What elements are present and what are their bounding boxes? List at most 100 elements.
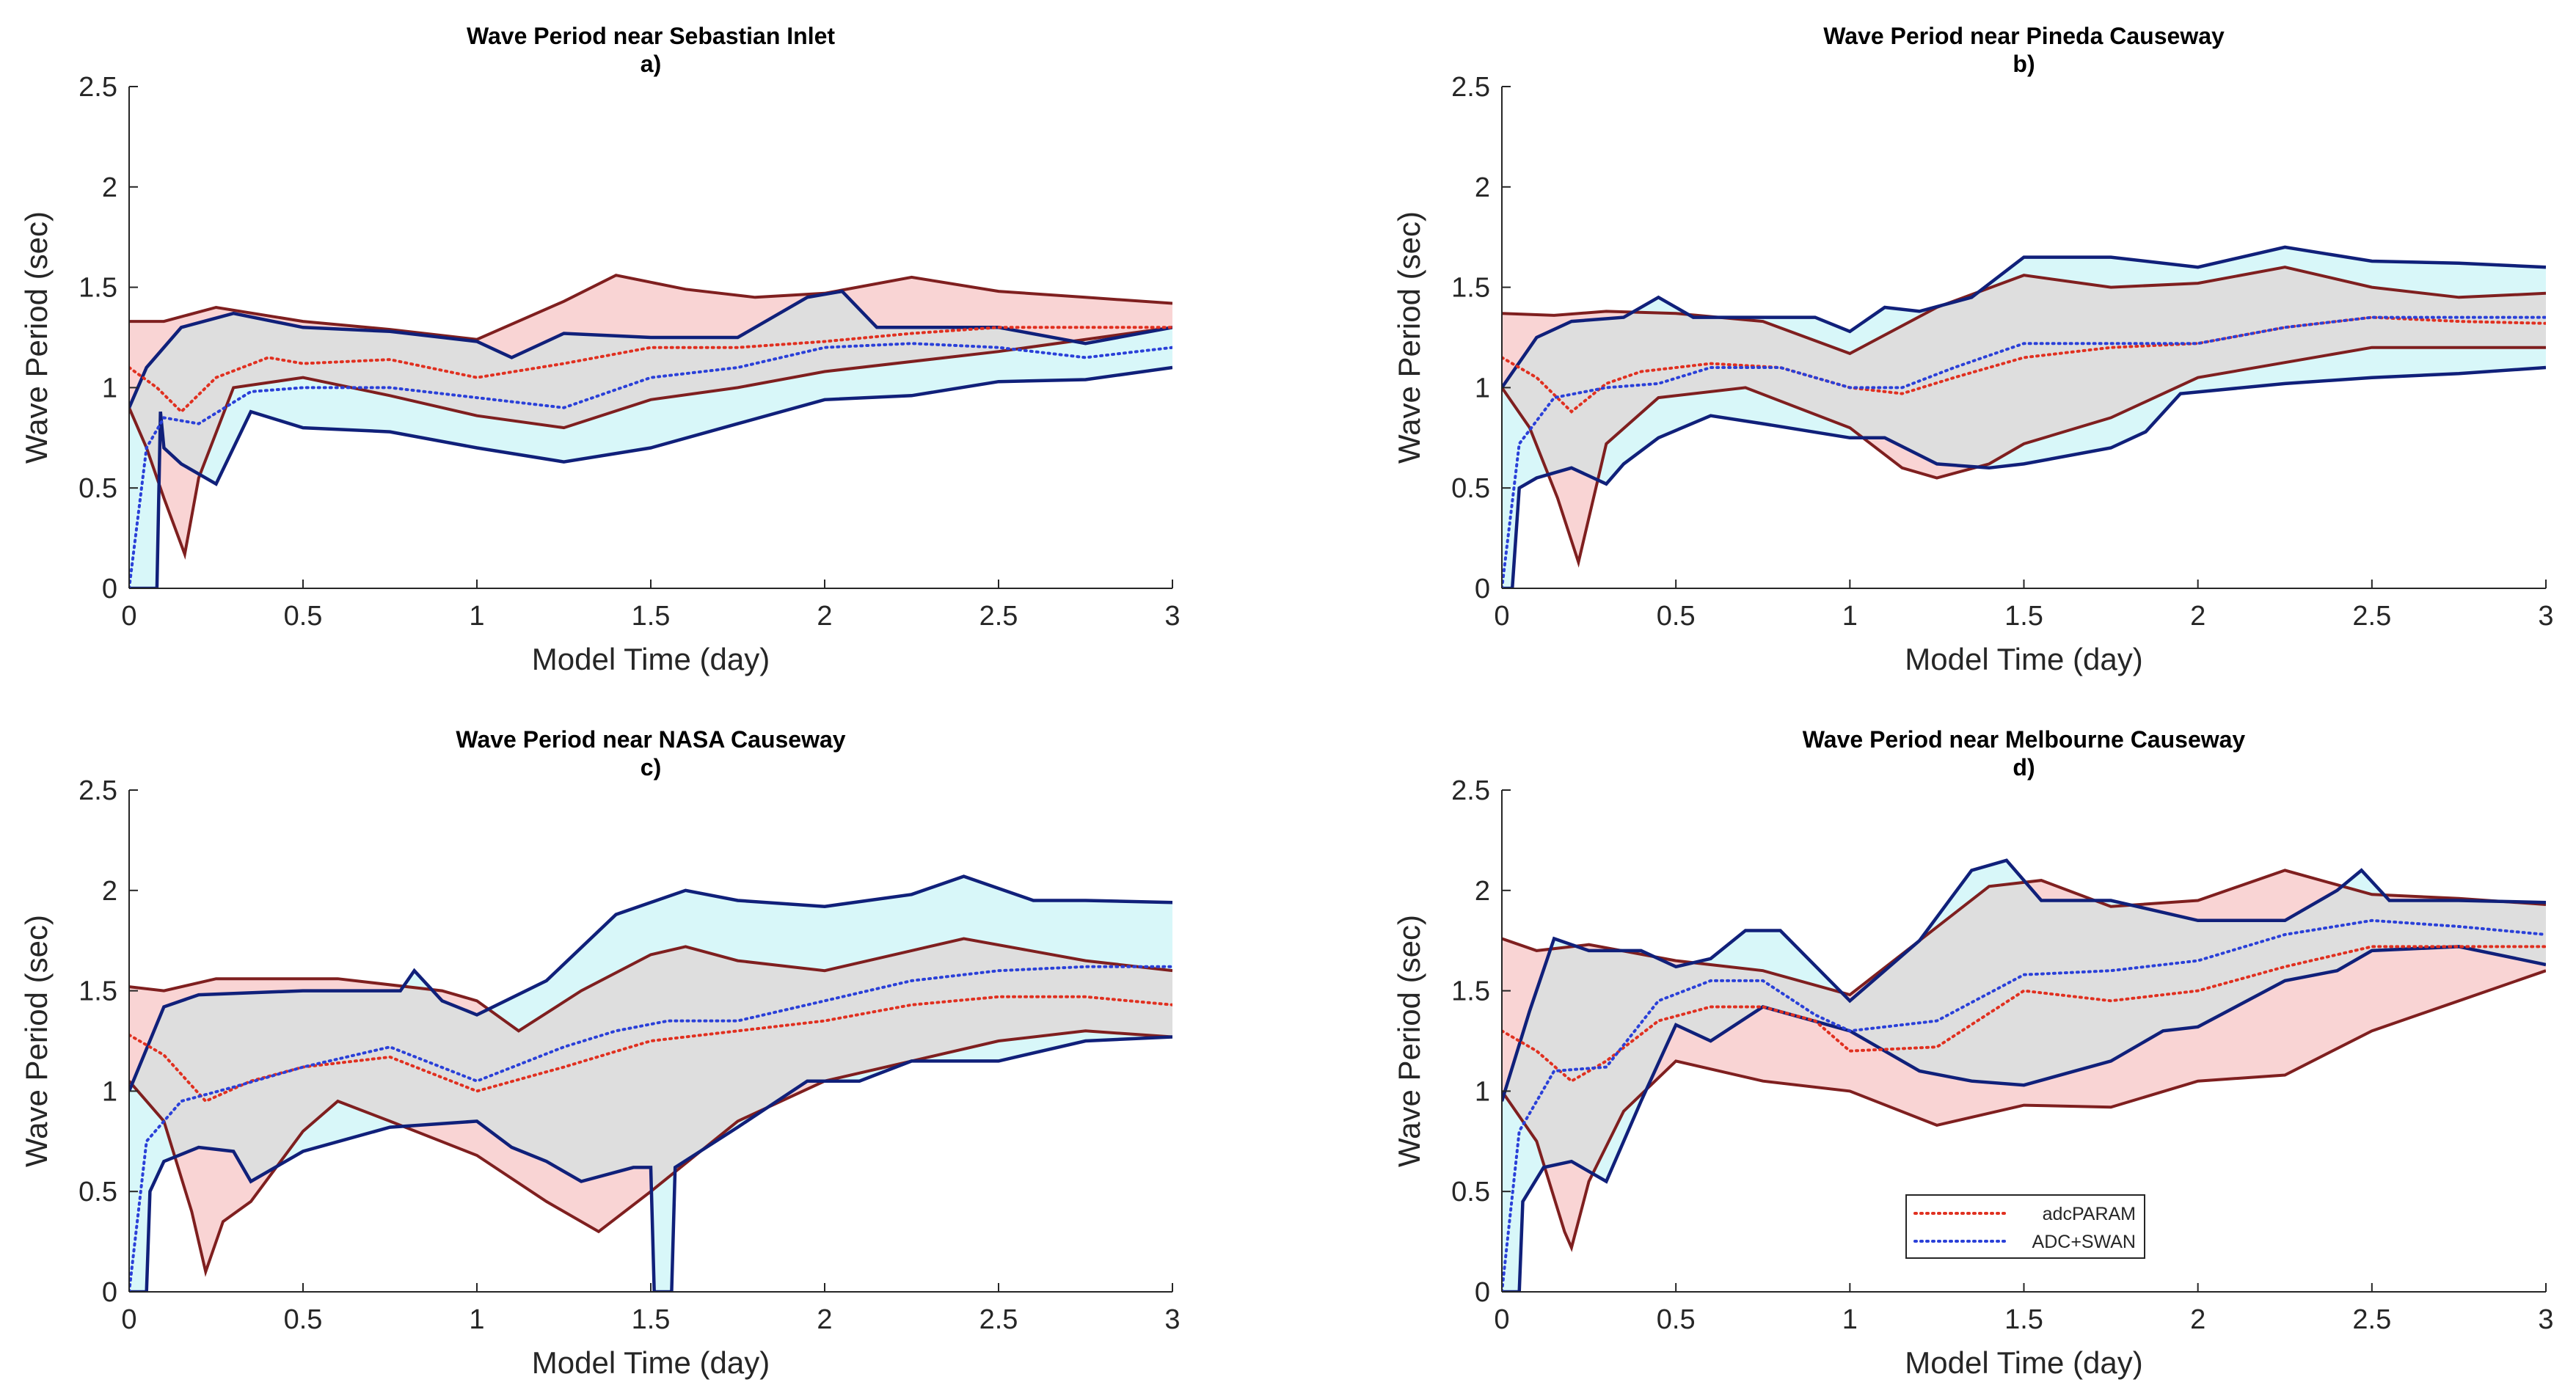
adcswan-mean-line: [129, 965, 1172, 1292]
legend-entry: adcPARAM: [2043, 1204, 2136, 1224]
x-tick-label: 3: [1164, 1304, 1180, 1335]
overlap-band: [1502, 267, 2546, 480]
x-tick-label: 0: [121, 1304, 136, 1335]
y-tick-label: 0.5: [79, 473, 117, 504]
y-tick-label: 2.5: [1451, 72, 1490, 103]
adcswan-lower-line: [129, 1035, 1172, 1292]
adcparam-upper-line: [129, 274, 1172, 341]
y-axis-label: Wave Period (sec): [1392, 211, 1426, 464]
chart-panel-a: 0 0.5 1 1.5 2 2.5 3 0 0.5 1 1.5 2 2.5 Wave Period nea…: [19, 23, 1181, 676]
adcparam-lower-line: [1502, 969, 2546, 1252]
chart-panel-b: 0 0.5 1 1.5 2 2.5 3 0 0.5 1 1.5 2 2.5 Wave Period nea…: [1392, 23, 2554, 676]
x-axis-label: Model Time (day): [1905, 642, 2142, 676]
x-tick-label: 2: [817, 1304, 832, 1335]
legend-entry: ADC+SWAN: [2032, 1232, 2136, 1252]
y-tick-label: 0.5: [79, 1177, 117, 1207]
panel-label: c): [641, 754, 661, 781]
x-tick-label: 0: [121, 601, 136, 632]
y-axis-label: Wave Period (sec): [19, 211, 54, 464]
adcswan-lower-line: [1502, 945, 2546, 1292]
adcparam-mean-line: [129, 995, 1172, 1103]
x-tick-label: 0.5: [1657, 1304, 1696, 1335]
y-tick-label: 1.5: [1451, 273, 1490, 304]
x-axis-label: Model Time (day): [1905, 1345, 2142, 1380]
y-tick-label: 2.5: [1451, 775, 1490, 806]
x-tick-label: 2: [2190, 601, 2205, 632]
y-tick-label: 1.5: [1451, 976, 1490, 1007]
x-tick-label: 1.5: [632, 1304, 671, 1335]
panel-label: d): [2013, 754, 2035, 781]
overlap-band: [1502, 882, 2546, 1173]
chart-title: Wave Period near Melbourne Causeway: [1803, 726, 2246, 753]
chart-title: Wave Period near Pineda Causeway: [1823, 23, 2225, 49]
x-tick-label: 0: [1494, 1304, 1509, 1335]
y-tick-label: 0.5: [1451, 1177, 1490, 1207]
adcparam-mean-line: [1502, 315, 2546, 414]
x-tick-label: 1: [1842, 1304, 1858, 1335]
x-tick-label: 2.5: [979, 1304, 1018, 1335]
plot-area: [129, 274, 1172, 588]
adcparam-mean-line: [129, 326, 1172, 414]
plot-area: [129, 874, 1172, 1292]
y-tick-label: 2.5: [79, 775, 117, 806]
x-tick-label: 0.5: [1657, 601, 1696, 632]
x-tick-label: 3: [1164, 601, 1180, 632]
x-tick-label: 2: [2190, 1304, 2205, 1335]
legend: adcPARAM ADC+SWAN: [1905, 1194, 2145, 1259]
y-tick-label: 2: [1475, 876, 1490, 907]
x-tick-label: 1.5: [2004, 1304, 2043, 1335]
y-tick-label: 1: [102, 373, 117, 403]
adcparam-lower-line: [129, 326, 1172, 560]
adcparam-lower-line: [1502, 346, 2546, 568]
adcswan-lower-line: [1502, 365, 2546, 588]
y-tick-label: 1: [1475, 373, 1490, 403]
adcswan-mean-line: [129, 342, 1172, 588]
y-tick-label: 1.5: [79, 273, 117, 304]
chart-panel-c: 0 0.5 1 1.5 2 2.5 3 0 0.5 1 1.5 2 2.5 Wave Period nea…: [19, 726, 1181, 1380]
plot-area: [1502, 858, 2546, 1292]
adcswan-upper-line: [1502, 245, 2546, 389]
panel-label: a): [641, 51, 661, 77]
legend-box: [1905, 1194, 2145, 1259]
x-tick-label: 2: [817, 601, 832, 632]
chart-title: Wave Period near NASA Causeway: [456, 726, 845, 753]
overlap-band: [129, 291, 1172, 478]
x-tick-label: 3: [2538, 601, 2553, 632]
adcswan-upper-line: [1502, 858, 2546, 1102]
x-tick-label: 1: [469, 1304, 484, 1335]
y-tick-label: 2.5: [79, 72, 117, 103]
y-tick-label: 2: [1475, 172, 1490, 203]
x-tick-label: 0.5: [284, 1304, 323, 1335]
y-tick-label: 2: [102, 172, 117, 203]
chart-title: Wave Period near Sebastian Inlet: [467, 23, 835, 49]
y-axis-label: Wave Period (sec): [1392, 915, 1426, 1167]
adcswan-mean-line: [1502, 315, 2546, 588]
x-tick-label: 0: [1494, 601, 1509, 632]
y-tick-label: 0: [102, 574, 117, 604]
y-tick-label: 0: [1475, 1277, 1490, 1308]
x-axis-label: Model Time (day): [532, 642, 770, 676]
adcswan-lower-line: [129, 365, 1172, 588]
y-tick-label: 1: [102, 1076, 117, 1107]
x-tick-label: 1: [1842, 601, 1858, 632]
overlap-band: [129, 938, 1172, 1189]
x-tick-label: 2.5: [979, 601, 1018, 632]
x-tick-label: 1.5: [2004, 601, 2043, 632]
adcparam-upper-line: [129, 937, 1172, 1033]
x-tick-label: 1.5: [632, 601, 671, 632]
y-tick-label: 1: [1475, 1076, 1490, 1107]
adcswan-upper-line: [129, 874, 1172, 1092]
x-tick-label: 2.5: [2352, 601, 2391, 632]
y-tick-label: 0: [102, 1277, 117, 1308]
x-tick-label: 0.5: [284, 601, 323, 632]
adcswan-upper-line: [129, 289, 1172, 409]
x-axis-label: Model Time (day): [532, 1345, 770, 1380]
adcswan-mean-line: [1502, 918, 2546, 1292]
y-tick-label: 0: [1475, 574, 1490, 604]
y-tick-label: 0.5: [1451, 473, 1490, 504]
x-tick-label: 1: [469, 601, 484, 632]
y-tick-label: 2: [102, 876, 117, 907]
x-tick-label: 2.5: [2352, 1304, 2391, 1335]
x-tick-label: 3: [2538, 1304, 2553, 1335]
